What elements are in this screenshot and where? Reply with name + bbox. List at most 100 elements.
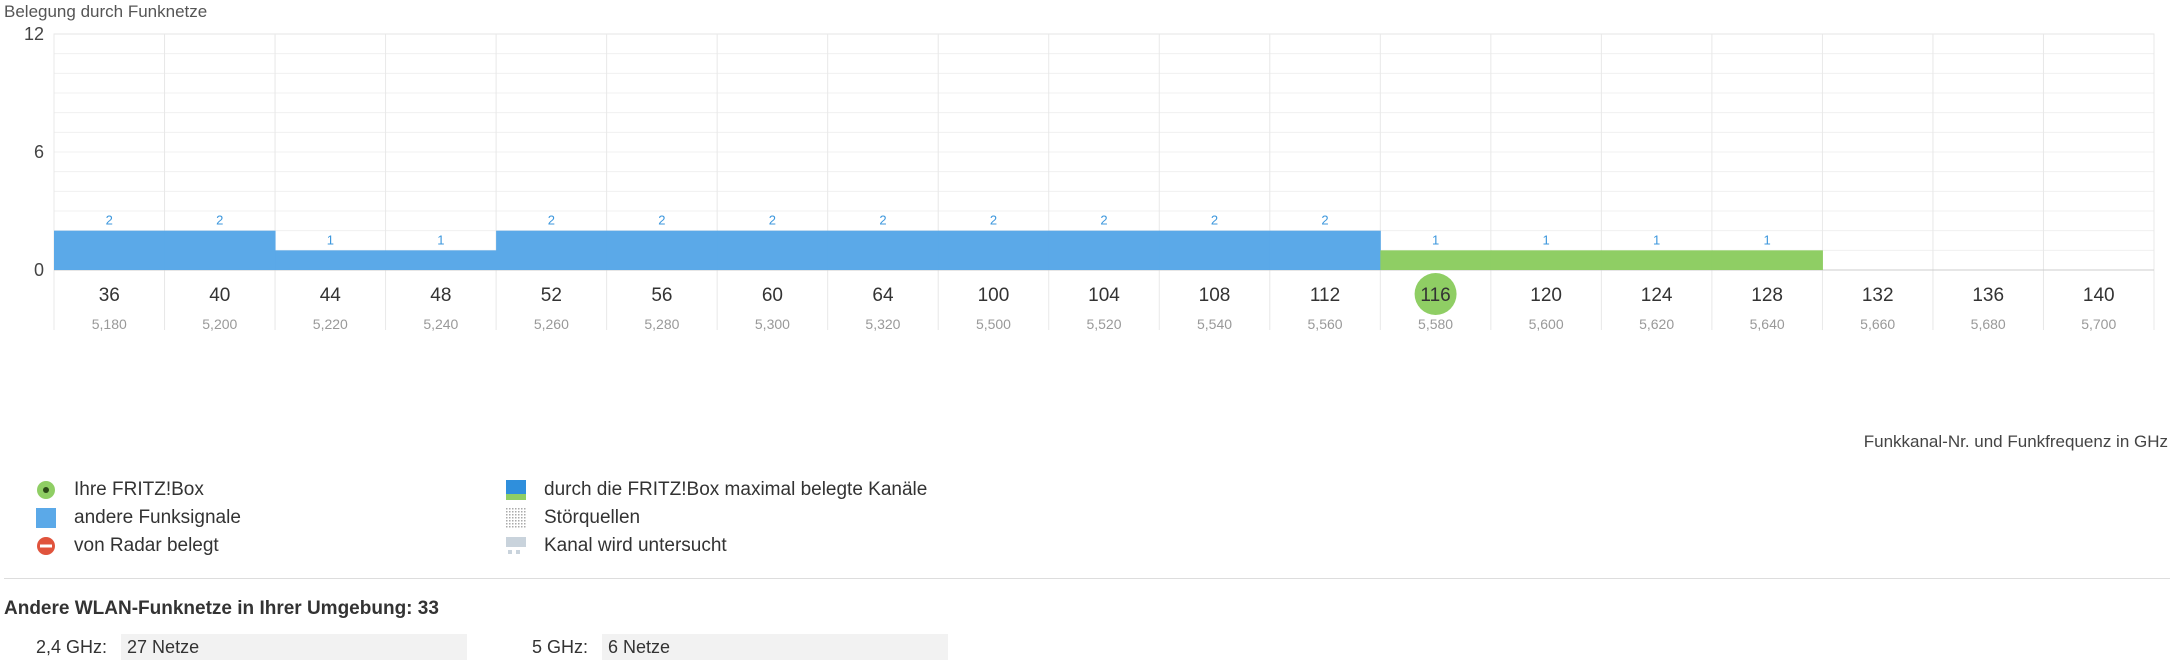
legend-item-other-signals: andere Funksignale (34, 504, 241, 532)
networks-heading: Andere WLAN-Funknetze in Ihrer Umgebung:… (4, 598, 439, 619)
x-tick-label-channel: 128 (1751, 285, 1783, 306)
bar-channel-60 (717, 230, 829, 270)
max-channels-icon (504, 479, 528, 501)
data-label: 2 (1100, 213, 1107, 228)
networks-24ghz-value: 27 Netze (121, 634, 468, 660)
x-tick-label-frequency: 5,560 (1308, 316, 1343, 332)
x-tick-label-frequency: 5,300 (755, 316, 790, 332)
data-label: 1 (437, 232, 444, 247)
x-tick-label-channel: 132 (1862, 285, 1894, 306)
x-tick-label-channel: 64 (872, 285, 894, 306)
bar-channel-40 (164, 230, 276, 270)
x-tick-label-channel: 120 (1530, 285, 1562, 306)
x-tick-label-channel: 36 (99, 285, 120, 306)
x-tick-label-frequency: 5,500 (976, 316, 1011, 332)
x-tick-label-channel: 44 (320, 285, 342, 306)
networks-24ghz: 2,4 GHz: 27 Netze (36, 634, 468, 660)
x-tick-label-channel: 124 (1641, 285, 1673, 306)
x-tick-label-frequency: 5,620 (1639, 316, 1674, 332)
section-divider (4, 578, 2170, 579)
current-channel-marker (1414, 273, 1457, 315)
networks-24ghz-label: 2,4 GHz: (36, 636, 108, 657)
data-label: 1 (1764, 232, 1771, 247)
data-label: 2 (1321, 213, 1328, 228)
x-tick-label-frequency: 5,200 (202, 316, 237, 332)
data-label: 1 (1432, 232, 1439, 247)
chart-bars (54, 230, 1823, 270)
networks-5ghz: 5 GHz: 6 Netze (532, 634, 949, 660)
x-tick-label-channel: 116 (1420, 285, 1450, 306)
x-tick-label-frequency: 5,220 (313, 316, 348, 332)
x-tick-label-channel: 100 (978, 285, 1010, 306)
x-tick-label-frequency: 5,680 (1971, 316, 2006, 332)
x-tick-label-channel: 52 (541, 285, 562, 306)
x-tick-label-frequency: 5,520 (1086, 316, 1121, 332)
x-tick-label-channel: 104 (1088, 285, 1120, 306)
bar-channel-36 (54, 230, 166, 270)
data-label: 1 (327, 232, 334, 247)
x-tick-label-channel: 60 (762, 285, 783, 306)
channel-chart: 06122365,1802405,2001445,2201485,2402525… (24, 24, 2155, 332)
bar-channel-112 (1269, 230, 1381, 270)
legend-item-max-channels: durch die FRITZ!Box maximal belegte Kanä… (504, 476, 927, 504)
bar-channel-52 (496, 230, 608, 270)
x-tick-label-channel: 140 (2083, 285, 2115, 306)
bar-channel-104 (1048, 230, 1160, 270)
x-tick-label-frequency: 5,240 (423, 316, 458, 332)
legend-item-radar: von Radar belegt (34, 532, 241, 560)
bar-channel-44 (275, 250, 387, 270)
data-label: 2 (769, 213, 776, 228)
x-axis-label: Funkkanal-Nr. und Funkfrequenz in GHz (1863, 432, 2168, 451)
y-tick-label: 6 (34, 142, 44, 162)
y-tick-label: 12 (24, 24, 44, 44)
x-tick-label-frequency: 5,280 (644, 316, 679, 332)
interference-icon (504, 507, 528, 529)
chart-title: Belegung durch Funknetze (4, 2, 208, 21)
x-tick-label-frequency: 5,580 (1418, 316, 1453, 332)
legend-item-fritzbox: Ihre FRITZ!Box (34, 476, 241, 504)
x-tick-label-frequency: 5,640 (1750, 316, 1785, 332)
x-tick-label-channel: 108 (1199, 285, 1231, 306)
x-tick-label-channel: 48 (430, 285, 451, 306)
x-tick-label-frequency: 5,660 (1860, 316, 1895, 332)
x-tick-label-frequency: 5,600 (1529, 316, 1564, 332)
bar-channel-116 (1380, 250, 1492, 270)
scanning-icon (504, 535, 528, 557)
x-tick-label-frequency: 5,700 (2081, 316, 2116, 332)
x-tick-label-channel: 112 (1310, 285, 1340, 306)
data-label: 2 (658, 213, 665, 228)
data-label: 2 (879, 213, 886, 228)
data-label: 2 (548, 213, 555, 228)
bar-channel-48 (385, 250, 497, 270)
bar-channel-56 (606, 230, 718, 270)
fritzbox-icon (34, 479, 58, 501)
bar-channel-108 (1159, 230, 1271, 270)
chart-labels: 06122365,1802405,2001445,2201485,2402525… (24, 24, 2116, 332)
networks-5ghz-value: 6 Netze (602, 634, 949, 660)
networks-5ghz-label: 5 GHz: (532, 636, 589, 657)
bar-channel-64 (827, 230, 939, 270)
bar-channel-120 (1490, 250, 1602, 270)
legend-item-scanning: Kanal wird untersucht (504, 532, 927, 560)
other-signals-icon (34, 507, 58, 529)
x-tick-label-channel: 40 (209, 285, 230, 306)
data-label: 1 (1653, 232, 1660, 247)
bar-channel-128 (1711, 250, 1823, 270)
data-label: 2 (106, 213, 113, 228)
x-tick-label-channel: 136 (1972, 285, 2004, 306)
legend-left: Ihre FRITZ!Box andere Funksignale von Ra… (34, 476, 241, 560)
x-tick-label-channel: 56 (651, 285, 672, 306)
data-label: 2 (216, 213, 223, 228)
x-tick-label-frequency: 5,180 (92, 316, 127, 332)
x-tick-label-frequency: 5,260 (534, 316, 569, 332)
y-tick-label: 0 (34, 260, 44, 280)
x-tick-label-frequency: 5,320 (865, 316, 900, 332)
radar-icon (34, 535, 58, 557)
x-tick-label-frequency: 5,540 (1197, 316, 1232, 332)
legend-item-interference: Störquellen (504, 504, 927, 532)
data-label: 2 (990, 213, 997, 228)
legend-right: durch die FRITZ!Box maximal belegte Kanä… (504, 476, 927, 560)
data-label: 2 (1211, 213, 1218, 228)
data-label: 1 (1542, 232, 1549, 247)
bar-channel-124 (1601, 250, 1713, 270)
